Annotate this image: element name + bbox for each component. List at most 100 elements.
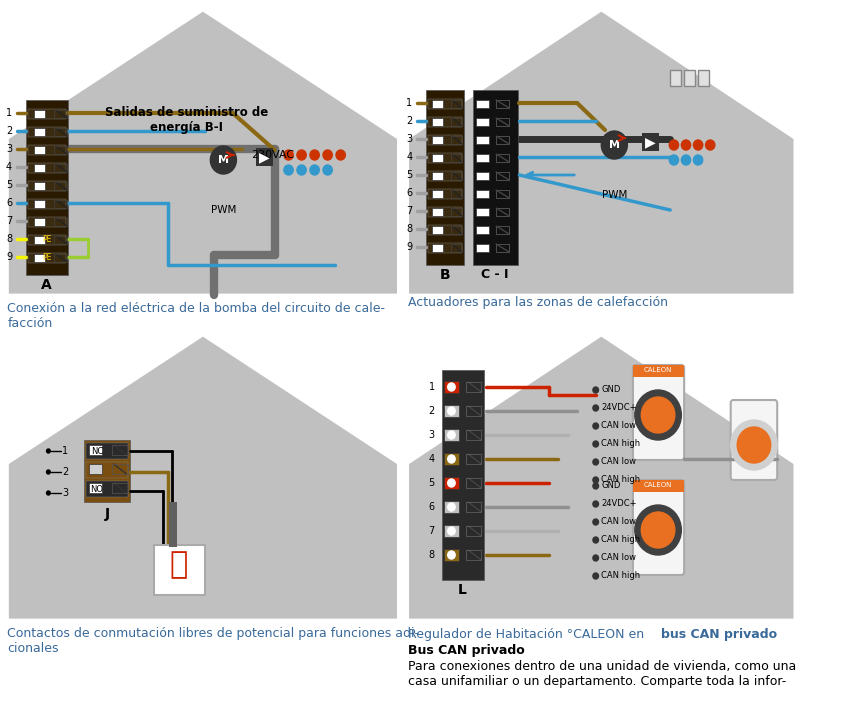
Circle shape	[592, 501, 598, 507]
Bar	[443, 405, 458, 417]
Bar	[496, 208, 509, 216]
Text: 1: 1	[62, 446, 68, 456]
Bar	[256, 148, 272, 166]
Circle shape	[447, 431, 455, 439]
Bar	[28, 217, 66, 227]
Bar	[34, 254, 45, 262]
Circle shape	[601, 131, 627, 159]
Text: 🔥: 🔥	[170, 550, 188, 579]
Circle shape	[704, 140, 714, 150]
Text: CAN low: CAN low	[601, 422, 635, 430]
Circle shape	[641, 512, 674, 548]
Polygon shape	[407, 10, 794, 295]
Bar	[34, 236, 45, 244]
Circle shape	[634, 505, 680, 555]
Bar	[54, 200, 67, 208]
Bar	[475, 136, 488, 144]
Bar	[443, 477, 458, 489]
Circle shape	[283, 150, 293, 160]
Text: 1: 1	[428, 382, 434, 392]
Circle shape	[283, 165, 293, 175]
Bar	[450, 244, 461, 252]
Bar	[443, 525, 458, 537]
Text: A: A	[41, 278, 52, 292]
Bar	[442, 370, 484, 580]
Bar	[466, 502, 480, 512]
Text: M: M	[218, 155, 229, 165]
Bar	[450, 136, 461, 144]
Bar	[431, 118, 443, 126]
Bar	[428, 135, 461, 145]
FancyBboxPatch shape	[632, 365, 684, 460]
Bar	[28, 109, 66, 119]
Bar	[85, 443, 128, 459]
Text: 1: 1	[6, 108, 12, 118]
Bar	[112, 464, 128, 474]
Text: CAN low: CAN low	[601, 553, 635, 563]
Bar	[428, 117, 461, 127]
Bar	[34, 182, 45, 190]
Text: C - I: C - I	[481, 268, 508, 281]
Circle shape	[592, 459, 598, 465]
Bar	[54, 146, 67, 154]
Bar	[431, 172, 443, 180]
Bar	[90, 464, 102, 474]
Bar	[684, 70, 695, 86]
FancyBboxPatch shape	[730, 400, 777, 480]
Bar	[34, 200, 45, 208]
Text: 7: 7	[6, 216, 12, 226]
Bar	[475, 154, 488, 162]
Bar	[431, 136, 443, 144]
Bar	[450, 154, 461, 162]
Text: 3: 3	[406, 134, 412, 144]
Circle shape	[46, 491, 50, 495]
Bar	[466, 406, 480, 416]
Bar	[475, 118, 488, 126]
Circle shape	[323, 165, 331, 175]
Bar	[443, 501, 458, 513]
Bar	[28, 253, 66, 263]
Circle shape	[680, 155, 690, 165]
Text: Bus CAN privado: Bus CAN privado	[407, 644, 523, 657]
Bar	[431, 244, 443, 252]
Text: 3: 3	[62, 488, 68, 498]
Circle shape	[296, 165, 306, 175]
Text: Salidas de suministro de
energía B-I: Salidas de suministro de energía B-I	[104, 106, 268, 134]
Bar	[466, 526, 480, 536]
Bar	[426, 90, 463, 265]
Text: 2: 2	[406, 116, 412, 126]
Bar	[431, 100, 443, 108]
Circle shape	[730, 420, 777, 470]
Bar	[496, 172, 509, 180]
Text: ▶: ▶	[259, 150, 269, 164]
Circle shape	[210, 146, 236, 174]
Bar	[443, 429, 458, 441]
Text: CAN high: CAN high	[601, 536, 640, 545]
Bar	[450, 100, 461, 108]
Bar	[450, 118, 461, 126]
Circle shape	[692, 155, 702, 165]
Bar	[431, 208, 443, 216]
Circle shape	[46, 449, 50, 453]
Bar	[473, 90, 517, 265]
Text: 6: 6	[6, 198, 12, 208]
Bar	[450, 208, 461, 216]
Bar	[428, 99, 461, 109]
Bar	[496, 226, 509, 234]
Bar	[475, 244, 488, 252]
Text: 9: 9	[6, 252, 12, 262]
Text: PWM: PWM	[210, 205, 236, 215]
Text: 24VDC+: 24VDC+	[601, 499, 636, 508]
Circle shape	[592, 405, 598, 411]
Text: J: J	[104, 507, 109, 521]
Bar	[475, 208, 488, 216]
Text: B: B	[439, 268, 449, 282]
Bar	[496, 154, 509, 162]
Text: 230VAC: 230VAC	[251, 150, 294, 160]
Text: 5: 5	[428, 478, 434, 488]
Text: GND: GND	[601, 481, 620, 491]
Bar	[496, 244, 509, 252]
Circle shape	[310, 150, 319, 160]
Bar	[54, 218, 67, 226]
Circle shape	[296, 150, 306, 160]
